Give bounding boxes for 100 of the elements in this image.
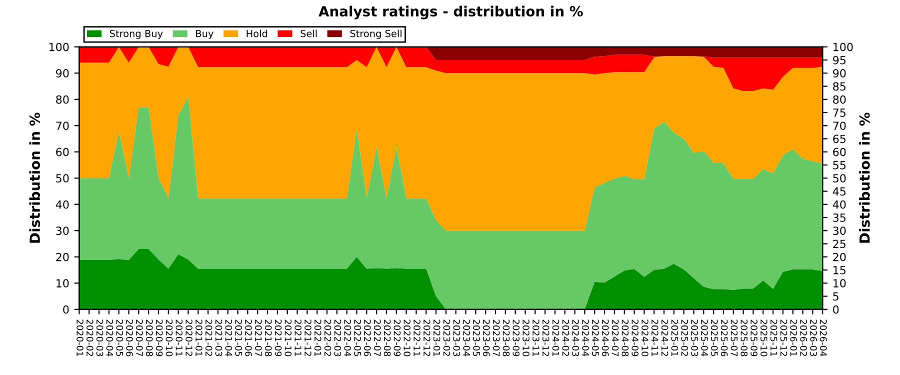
x-tick-label: 2025-09 bbox=[750, 320, 758, 356]
y-tick-label: 90 bbox=[56, 69, 69, 78]
x-tick-label: 2023-12 bbox=[542, 320, 550, 356]
y-tick-label: 20 bbox=[56, 252, 69, 262]
y2-tick-label: 100 bbox=[834, 42, 853, 52]
x-tick-label: 2020-07 bbox=[136, 320, 143, 356]
y2-tick-label: 65 bbox=[833, 134, 846, 144]
x-tick-label: 2024-01 bbox=[552, 320, 560, 356]
y-tick-label: 50 bbox=[56, 174, 69, 183]
legend-label: Hold bbox=[246, 30, 268, 38]
legend-label: Sell bbox=[300, 30, 317, 38]
y2-tick-label: 25 bbox=[833, 240, 846, 248]
chart-title: Analyst ratings - distribution in % bbox=[318, 6, 583, 20]
x-tick-label: 2021-09 bbox=[274, 320, 282, 356]
x-tick-label: 2024-07 bbox=[612, 320, 619, 356]
y2-tick-label: 10 bbox=[834, 279, 846, 288]
x-tick-label: 2021-12 bbox=[304, 320, 312, 356]
x-tick-label: 2021-10 bbox=[284, 320, 292, 356]
x-tick-label: 2021-05 bbox=[235, 320, 242, 356]
x-tick-label: 2023-02 bbox=[443, 320, 450, 356]
x-tick-label: 2020-03 bbox=[96, 320, 104, 356]
x-tick-label: 2020-06 bbox=[126, 320, 133, 356]
x-tick-label: 2021-08 bbox=[264, 320, 272, 356]
y2-tick-label: 20 bbox=[833, 252, 846, 262]
x-tick-label: 2026-01 bbox=[790, 320, 798, 356]
y2-tick-label: 55 bbox=[833, 161, 846, 170]
x-tick-label: 2022-05 bbox=[354, 320, 361, 356]
x-tick-label: 2025-06 bbox=[720, 320, 728, 356]
x-tick-label: 2024-03 bbox=[572, 320, 580, 356]
x-tick-label: 2023-04 bbox=[463, 320, 470, 356]
y2-tick-label: 50 bbox=[833, 174, 846, 183]
x-tick-label: 2023-08 bbox=[502, 320, 510, 356]
x-tick-label: 2026-02 bbox=[800, 320, 807, 356]
x-tick-label: 2023-09 bbox=[512, 320, 520, 356]
y-tick-label: 0 bbox=[63, 305, 69, 314]
x-tick-label: 2021-01 bbox=[196, 320, 202, 356]
x-tick-label: 2024-02 bbox=[562, 320, 570, 356]
x-tick-label: 2024-09 bbox=[632, 320, 638, 356]
x-tick-label: 2024-04 bbox=[582, 320, 589, 356]
x-tick-label: 2020-12 bbox=[186, 320, 192, 356]
x-tick-label: 2020-08 bbox=[146, 320, 153, 356]
y-tick-label: 100 bbox=[49, 42, 69, 52]
legend-label: Buy bbox=[196, 30, 214, 40]
x-tick-label: 2020-04 bbox=[106, 320, 114, 356]
x-tick-label: 2020-05 bbox=[116, 320, 124, 356]
legend-label: Strong Sell bbox=[350, 30, 402, 40]
x-tick-label: 2022-09 bbox=[394, 320, 401, 356]
y-tick-label: 30 bbox=[56, 226, 69, 236]
x-tick-label: 2024-12 bbox=[661, 320, 668, 356]
x-tick-label: 2023-06 bbox=[482, 320, 490, 356]
x-tick-label: 2025-05 bbox=[710, 320, 718, 356]
y2-tick-label: 75 bbox=[833, 108, 846, 117]
y2-tick-label: 35 bbox=[833, 213, 846, 222]
x-tick-label: 2025-04 bbox=[701, 320, 708, 356]
x-tick-label: 2020-02 bbox=[86, 320, 94, 356]
y-tick-label: 80 bbox=[56, 95, 69, 104]
y2-tick-label: 45 bbox=[832, 187, 846, 196]
x-tick-label: 2023-03 bbox=[453, 320, 460, 356]
x-tick-label: 2023-05 bbox=[473, 320, 480, 356]
y2-tick-label: 15 bbox=[834, 266, 846, 274]
x-tick-label: 2024-06 bbox=[602, 320, 609, 356]
x-tick-label: 2024-08 bbox=[622, 320, 629, 356]
x-tick-label: 2021-03 bbox=[215, 320, 222, 356]
y2-tick-label: 80 bbox=[833, 95, 846, 104]
x-tick-label: 2022-04 bbox=[344, 320, 352, 356]
x-tick-label: 2022-03 bbox=[334, 320, 342, 356]
y-axis-title: Distribution in % bbox=[29, 112, 40, 243]
x-tick-label: 2021-04 bbox=[225, 320, 232, 356]
x-tick-label: 2022-01 bbox=[314, 320, 322, 356]
x-tick-label: 2022-10 bbox=[404, 320, 411, 356]
x-tick-label: 2020-01 bbox=[76, 320, 84, 356]
y2-axis-title: Distribution in % bbox=[859, 112, 870, 243]
x-tick-label: 2021-07 bbox=[254, 320, 262, 356]
y2-tick-label: 95 bbox=[833, 56, 846, 64]
x-tick-label: 2022-08 bbox=[384, 320, 391, 356]
x-tick-label: 2024-11 bbox=[651, 320, 658, 356]
x-tick-label: 2025-01 bbox=[671, 320, 678, 356]
x-tick-label: 2023-01 bbox=[433, 320, 440, 356]
x-tick-label: 2025-11 bbox=[770, 320, 778, 356]
x-tick-label: 2023-11 bbox=[532, 320, 540, 356]
x-tick-label: 2022-02 bbox=[324, 320, 332, 356]
legend-label: Strong Buy bbox=[110, 30, 163, 40]
x-tick-label: 2024-10 bbox=[642, 320, 648, 356]
y-tick-label: 10 bbox=[56, 279, 69, 288]
x-tick-label: 2025-02 bbox=[681, 320, 688, 356]
x-tick-label: 2025-12 bbox=[780, 320, 788, 356]
x-tick-label: 2023-07 bbox=[492, 320, 500, 356]
y2-tick-label: 70 bbox=[833, 122, 846, 130]
x-tick-label: 2026-04 bbox=[820, 320, 827, 356]
x-tick-label: 2025-10 bbox=[760, 320, 768, 356]
x-tick-label: 2023-10 bbox=[522, 320, 530, 356]
x-tick-label: 2020-11 bbox=[176, 320, 183, 356]
x-tick-label: 2025-08 bbox=[740, 320, 748, 356]
x-tick-label: 2022-12 bbox=[424, 320, 430, 356]
y2-tick-label: 85 bbox=[833, 82, 846, 91]
x-tick-label: 2021-02 bbox=[205, 320, 212, 356]
x-tick-label: 2024-05 bbox=[592, 320, 599, 356]
x-tick-label: 2025-07 bbox=[730, 320, 738, 356]
y2-tick-label: 5 bbox=[833, 292, 838, 301]
y-tick-label: 40 bbox=[56, 200, 69, 209]
